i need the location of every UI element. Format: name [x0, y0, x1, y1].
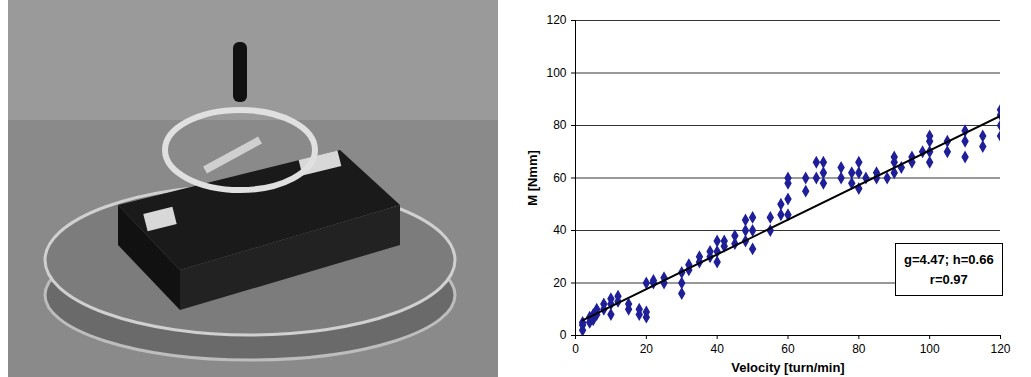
html-text:r=0.97: r=0.97 — [929, 271, 968, 287]
html-text:g=4.47; h=0.66: g=4.47; h=0.66 — [904, 252, 994, 267]
svg-text:M [Nmm]: M [Nmm] — [525, 150, 540, 206]
svg-text:60: 60 — [553, 171, 567, 185]
svg-text:0: 0 — [560, 328, 567, 342]
svg-text:120: 120 — [546, 13, 566, 27]
svg-text:120: 120 — [990, 342, 1010, 356]
svg-text:40: 40 — [553, 223, 567, 237]
svg-text:0: 0 — [572, 342, 579, 356]
svg-text:100: 100 — [920, 342, 940, 356]
svg-text:80: 80 — [852, 342, 866, 356]
svg-text:20: 20 — [553, 276, 567, 290]
svg-text:40: 40 — [710, 342, 724, 356]
svg-text:20: 20 — [640, 342, 654, 356]
svg-text:100: 100 — [546, 66, 566, 80]
svg-text:Velocity [turn/min]: Velocity [turn/min] — [731, 360, 844, 375]
svg-text:80: 80 — [553, 118, 567, 132]
svg-text:60: 60 — [781, 342, 795, 356]
